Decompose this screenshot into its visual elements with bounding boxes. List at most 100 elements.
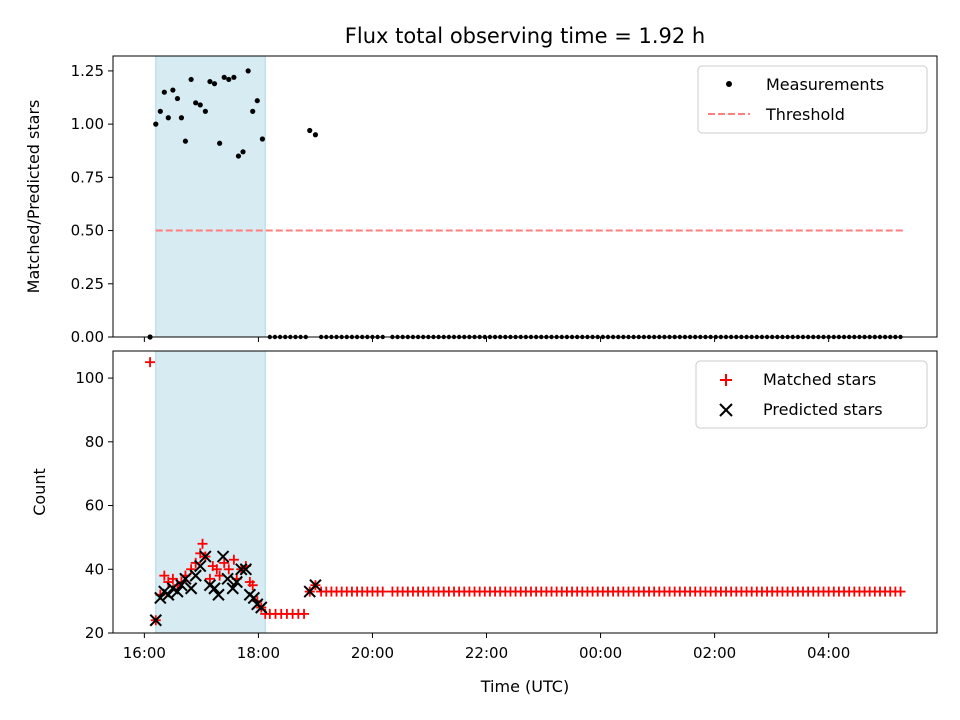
observing-window-shade	[155, 55, 266, 338]
top-y-axis-label: Matched/Predicted stars	[24, 100, 43, 294]
predicted-star-point	[212, 588, 225, 601]
predicted-star-point	[230, 575, 243, 589]
x-tick-label: 04:00	[807, 644, 850, 662]
matched-star-point	[186, 564, 197, 575]
measurement-point	[240, 149, 246, 155]
measurement-point	[207, 78, 213, 85]
predicted-star-point	[226, 582, 239, 595]
predicted-star-point	[175, 578, 188, 592]
measurement-point	[231, 74, 237, 80]
legend-measurements-marker	[726, 81, 732, 87]
predicted-star-point	[199, 550, 212, 563]
measurement-point	[202, 108, 208, 114]
measurement-point	[307, 127, 313, 134]
y-tick-label: 1.00	[71, 115, 104, 133]
predicted-star-point	[235, 563, 248, 576]
matched-star-point	[211, 564, 222, 575]
measurement-point	[157, 108, 163, 114]
x-axis-label: Time (UTC)	[480, 677, 569, 696]
measurement-point	[312, 132, 319, 138]
predicted-star-point	[208, 582, 221, 595]
y-tick-label: 100	[75, 369, 104, 387]
predicted-star-point	[171, 585, 184, 598]
x-axis-ticks: 16:00 18:00 20:00 22:00 00:00 02:00 04:00	[123, 633, 850, 662]
measurement-point	[254, 98, 260, 104]
measurement-point	[259, 136, 266, 142]
x-tick-label: 18:00	[237, 644, 280, 662]
y-tick-label: 20	[85, 624, 104, 642]
matched-stars-points	[145, 357, 906, 626]
x-tick-label: 02:00	[693, 644, 736, 662]
bottom-axes-frame	[112, 350, 938, 634]
measurement-point	[170, 87, 176, 93]
measurement-point	[182, 138, 189, 144]
top-legend-box	[697, 65, 928, 134]
measurement-point	[161, 89, 167, 95]
measurement-point	[217, 140, 223, 146]
matched-star-point	[895, 586, 906, 597]
legend-predicted-label: Predicted stars	[763, 400, 883, 419]
measurement-point	[235, 153, 242, 159]
matched-star-point	[204, 573, 215, 584]
bottom-legend-box	[695, 360, 928, 429]
predicted-star-point	[221, 572, 234, 586]
measurement-point	[153, 121, 159, 127]
measurement-point	[226, 76, 232, 83]
y-tick-label: 60	[85, 497, 104, 515]
legend-matched-label: Matched stars	[763, 370, 876, 389]
predicted-star-point	[216, 550, 230, 563]
matched-star-point	[159, 570, 170, 581]
top-legend: Measurements Threshold	[697, 65, 928, 134]
predicted-star-point	[247, 591, 261, 605]
y-tick-label: 0.25	[71, 275, 104, 293]
measurement-point	[193, 100, 199, 106]
measurement-points	[147, 68, 319, 340]
predicted-star-point	[179, 572, 192, 586]
matched-star-point	[223, 564, 234, 575]
measurement-point	[211, 81, 218, 87]
x-tick-label: 16:00	[123, 644, 166, 662]
matched-star-point	[228, 554, 239, 565]
measurement-point	[197, 102, 203, 108]
matched-star-point	[219, 557, 230, 568]
y-tick-label: 0.50	[71, 222, 104, 240]
predicted-star-point	[149, 614, 162, 627]
bottom-y-axis-label: Count	[30, 468, 49, 516]
measurement-point	[188, 76, 194, 83]
legend-measurements-label: Measurements	[766, 75, 884, 94]
chart-title: Flux total observing time = 1.92 h	[345, 24, 705, 48]
matched-star-point	[214, 570, 225, 581]
top-x-axis-ticks	[143, 337, 830, 342]
y-tick-label: 0.75	[71, 168, 104, 186]
measurement-point	[221, 74, 227, 80]
top-axes-frame	[112, 55, 938, 338]
counts-panel: 20 40 60 80 100 16:00 18:00 20:00 22:00 00:00 02:…	[30, 350, 938, 696]
measurement-point	[165, 115, 171, 121]
predicted-star-point	[154, 591, 167, 605]
x-tick-label: 00:00	[579, 644, 622, 662]
matched-star-point	[145, 357, 156, 368]
matched-star-point	[247, 580, 258, 591]
predicted-star-point	[194, 559, 207, 573]
measurements-panel: 0.00 0.25 0.50 0.75 1.00 1.25 Matched/Predict…	[24, 55, 938, 346]
legend-matched-marker	[720, 374, 732, 386]
measurement-point	[174, 95, 181, 102]
matched-star-point	[167, 573, 178, 584]
x-tick-label: 22:00	[465, 644, 508, 662]
predicted-star-point	[255, 601, 268, 614]
y-tick-label: 0.00	[71, 328, 104, 346]
legend-predicted-marker	[719, 403, 733, 417]
predicted-star-point	[162, 588, 175, 601]
matched-star-point	[299, 608, 310, 619]
predicted-star-point	[189, 569, 202, 582]
measurement-point	[250, 108, 256, 114]
measurement-point	[245, 68, 251, 74]
predicted-star-point	[309, 578, 322, 592]
legend-threshold-label: Threshold	[765, 105, 845, 124]
predicted-star-point	[239, 563, 253, 576]
matched-star-point	[377, 586, 388, 597]
y-tick-label: 80	[85, 433, 104, 451]
matched-star-point	[197, 538, 208, 549]
x-tick-label: 20:00	[351, 644, 394, 662]
